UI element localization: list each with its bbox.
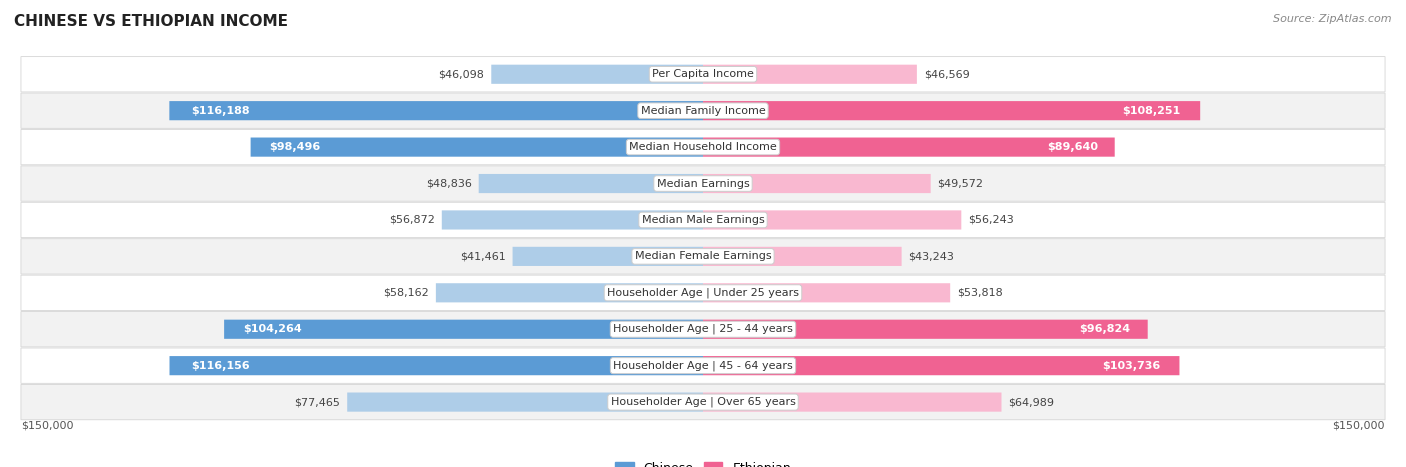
FancyBboxPatch shape: [21, 166, 1385, 201]
FancyBboxPatch shape: [21, 311, 1385, 347]
FancyBboxPatch shape: [347, 392, 703, 412]
Text: Median Earnings: Median Earnings: [657, 178, 749, 189]
FancyBboxPatch shape: [170, 356, 703, 375]
FancyBboxPatch shape: [703, 210, 962, 230]
Text: $150,000: $150,000: [21, 421, 73, 431]
FancyBboxPatch shape: [703, 64, 917, 84]
FancyBboxPatch shape: [703, 101, 1201, 120]
Text: $56,243: $56,243: [969, 215, 1014, 225]
Text: Source: ZipAtlas.com: Source: ZipAtlas.com: [1274, 14, 1392, 24]
Text: Median Male Earnings: Median Male Earnings: [641, 215, 765, 225]
FancyBboxPatch shape: [513, 247, 703, 266]
Text: $108,251: $108,251: [1122, 106, 1180, 116]
Text: $64,989: $64,989: [1008, 397, 1054, 407]
Text: Per Capita Income: Per Capita Income: [652, 69, 754, 79]
Text: $89,640: $89,640: [1047, 142, 1098, 152]
Text: $103,736: $103,736: [1102, 361, 1160, 371]
FancyBboxPatch shape: [169, 101, 703, 120]
FancyBboxPatch shape: [21, 239, 1385, 274]
Text: $116,156: $116,156: [191, 361, 249, 371]
FancyBboxPatch shape: [21, 93, 1385, 128]
Text: Householder Age | 45 - 64 years: Householder Age | 45 - 64 years: [613, 361, 793, 371]
FancyBboxPatch shape: [21, 275, 1385, 311]
FancyBboxPatch shape: [21, 202, 1385, 238]
Text: $150,000: $150,000: [1333, 421, 1385, 431]
Text: $46,569: $46,569: [924, 69, 970, 79]
FancyBboxPatch shape: [21, 129, 1385, 165]
Text: Median Female Earnings: Median Female Earnings: [634, 251, 772, 262]
Text: Median Family Income: Median Family Income: [641, 106, 765, 116]
Text: CHINESE VS ETHIOPIAN INCOME: CHINESE VS ETHIOPIAN INCOME: [14, 14, 288, 29]
Text: Median Household Income: Median Household Income: [628, 142, 778, 152]
Text: $49,572: $49,572: [938, 178, 984, 189]
FancyBboxPatch shape: [703, 392, 1001, 412]
FancyBboxPatch shape: [250, 137, 703, 157]
Text: $96,824: $96,824: [1078, 324, 1130, 334]
Text: Householder Age | Over 65 years: Householder Age | Over 65 years: [610, 397, 796, 407]
FancyBboxPatch shape: [21, 57, 1385, 92]
Text: $98,496: $98,496: [269, 142, 321, 152]
Text: $48,836: $48,836: [426, 178, 472, 189]
FancyBboxPatch shape: [703, 137, 1115, 157]
FancyBboxPatch shape: [703, 174, 931, 193]
FancyBboxPatch shape: [436, 283, 703, 303]
Text: $43,243: $43,243: [908, 251, 955, 262]
Text: $56,872: $56,872: [389, 215, 434, 225]
Text: $104,264: $104,264: [243, 324, 302, 334]
Text: $116,188: $116,188: [191, 106, 249, 116]
FancyBboxPatch shape: [703, 283, 950, 303]
Text: $77,465: $77,465: [294, 397, 340, 407]
FancyBboxPatch shape: [703, 356, 1180, 375]
FancyBboxPatch shape: [21, 384, 1385, 420]
FancyBboxPatch shape: [21, 348, 1385, 383]
Text: Householder Age | Under 25 years: Householder Age | Under 25 years: [607, 288, 799, 298]
FancyBboxPatch shape: [703, 247, 901, 266]
Text: $53,818: $53,818: [957, 288, 1002, 298]
Legend: Chinese, Ethiopian: Chinese, Ethiopian: [610, 457, 796, 467]
FancyBboxPatch shape: [491, 64, 703, 84]
Text: $41,461: $41,461: [460, 251, 506, 262]
Text: $46,098: $46,098: [439, 69, 485, 79]
FancyBboxPatch shape: [703, 319, 1147, 339]
Text: $58,162: $58,162: [384, 288, 429, 298]
Text: Householder Age | 25 - 44 years: Householder Age | 25 - 44 years: [613, 324, 793, 334]
FancyBboxPatch shape: [224, 319, 703, 339]
FancyBboxPatch shape: [441, 210, 703, 230]
FancyBboxPatch shape: [478, 174, 703, 193]
